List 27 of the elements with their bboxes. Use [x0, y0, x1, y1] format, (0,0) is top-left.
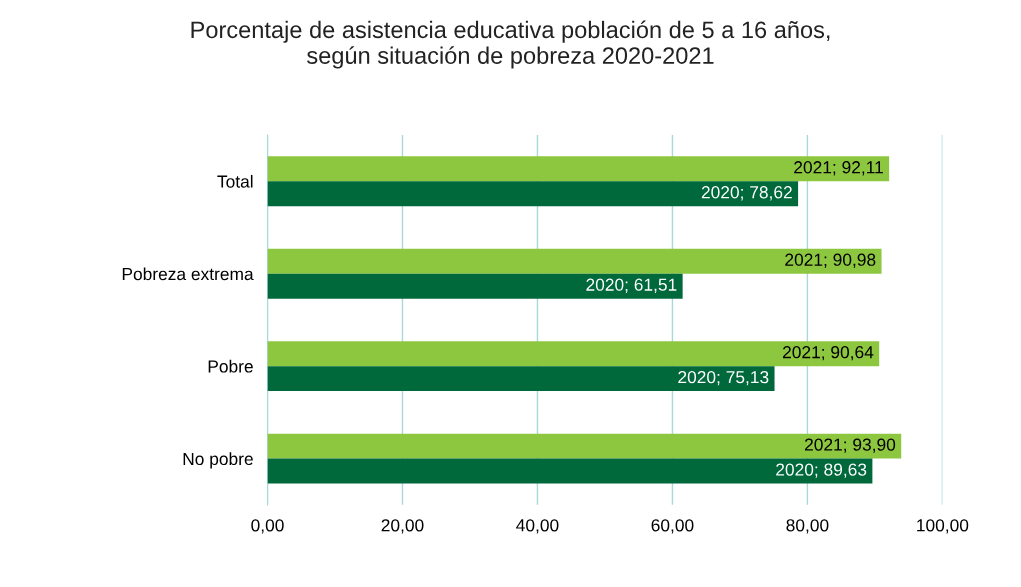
data-label: 2020; 75,13	[678, 370, 769, 386]
x-tick-label: 40,00	[516, 519, 559, 534]
x-tick-label: 80,00	[786, 519, 829, 534]
bar	[267, 341, 880, 367]
bar	[267, 248, 882, 274]
x-tick-label: 0,00	[251, 519, 284, 534]
y-tick-label: Total	[217, 174, 253, 188]
data-label: 2021; 93,90	[804, 438, 896, 453]
data-label: 2020; 78,62	[701, 186, 792, 201]
data-label: 2021; 90,64	[782, 346, 874, 361]
bar	[267, 458, 873, 484]
data-label: 2021; 90,98	[785, 253, 876, 268]
data-label: 2021; 92,11	[794, 161, 883, 176]
y-tick-label: Pobreza extrema	[122, 267, 254, 281]
y-tick-label: Pobre	[208, 359, 253, 373]
bar	[267, 181, 799, 207]
bar	[267, 156, 890, 182]
bar	[267, 366, 775, 392]
x-tick-label: 20,00	[381, 519, 424, 534]
x-tick-label: 100,00	[917, 519, 969, 534]
bar	[267, 433, 902, 459]
bar	[267, 273, 683, 299]
y-tick-label: No pobre	[183, 452, 253, 469]
data-label: 2020; 61,51	[586, 278, 677, 293]
x-tick-label: 60,00	[651, 519, 694, 534]
data-label: 2020; 89,63	[776, 463, 867, 478]
chart-title: Porcentaje de asistencia educativa población de 5 a 16 años, según situación de pobreza 2020-2021	[191, 20, 830, 69]
